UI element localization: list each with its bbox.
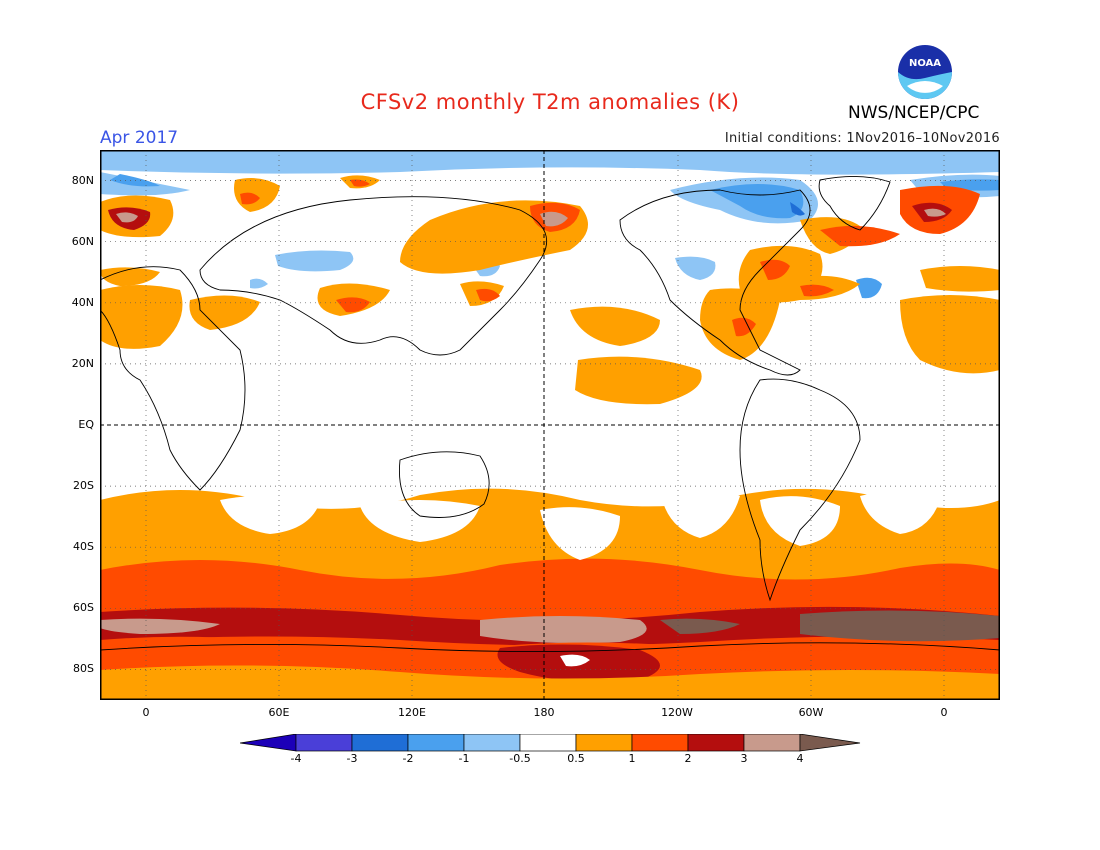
colorbar-swatch	[407, 734, 465, 752]
greenland-outline	[818, 175, 891, 231]
logo-text: NOAA	[909, 58, 941, 69]
south-white-patches	[220, 486, 940, 560]
lon-label-180: 180	[533, 706, 555, 719]
lon-label-0: 0	[142, 706, 150, 719]
colorbar-arrow-left	[240, 734, 297, 752]
lon-label-60e: 60E	[268, 706, 290, 719]
lat-label-eq: EQ	[78, 418, 94, 431]
lat-label-40n: 40N	[71, 296, 94, 309]
colorbar-swatch	[743, 734, 801, 752]
colorbar-swatch	[631, 734, 689, 752]
noaa-logo-icon: NOAA	[896, 43, 954, 101]
lat-label-80s: 80S	[73, 662, 94, 675]
target-month-label: Apr 2017	[100, 128, 179, 148]
south-warm-bands	[100, 488, 1000, 700]
asia-outline	[199, 196, 548, 356]
continent-outlines	[100, 175, 1000, 653]
colorbar-label: -3	[346, 752, 358, 765]
colorbar-label: 1	[628, 752, 636, 765]
map-frame	[100, 150, 1000, 700]
colorbar-label: -4	[290, 752, 302, 765]
lon-label-120e: 120E	[398, 706, 426, 719]
colorbar-swatch	[295, 734, 353, 752]
europe-africa-outline	[100, 266, 246, 491]
map-title: CFSv2 monthly T2m anomalies (K)	[360, 90, 740, 114]
anomaly-map	[100, 150, 1000, 700]
antarctica-outline	[100, 642, 1000, 653]
colorbar-label: -2	[402, 752, 414, 765]
initial-conditions-label: Initial conditions: 1Nov2016–10Nov2016	[724, 131, 1000, 146]
colorbar-arrow-right	[799, 734, 861, 752]
colorbar-swatch	[463, 734, 521, 752]
colorbar-swatch	[351, 734, 409, 752]
lat-label-60n: 60N	[71, 235, 94, 248]
colorbar-swatch	[687, 734, 745, 752]
lat-label-60s: 60S	[73, 601, 94, 614]
lat-label-20s: 20S	[73, 479, 94, 492]
lat-label-20n: 20N	[71, 357, 94, 370]
colorbar-label: 4	[796, 752, 804, 765]
lon-label-0-right: 0	[940, 706, 948, 719]
lon-label-60w: 60W	[798, 706, 824, 719]
colorbar-label: -0.5	[509, 752, 531, 765]
colorbar	[240, 734, 861, 752]
north-warm-patches	[100, 175, 1000, 405]
agency-label: NWS/NCEP/CPC	[848, 103, 980, 123]
south-america-outline	[739, 378, 861, 602]
lat-label-40s: 40S	[73, 540, 94, 553]
colorbar-label: 3	[740, 752, 748, 765]
colorbar-swatch	[519, 734, 577, 752]
colorbar-label: 0.5	[567, 752, 585, 765]
colorbar-label: 2	[684, 752, 692, 765]
lon-label-120w: 120W	[661, 706, 693, 719]
lat-label-80n: 80N	[71, 174, 94, 187]
colorbar-label: -1	[458, 752, 470, 765]
colorbar-swatch	[575, 734, 633, 752]
north-america-outline	[619, 189, 811, 376]
australia-outline	[399, 451, 490, 518]
